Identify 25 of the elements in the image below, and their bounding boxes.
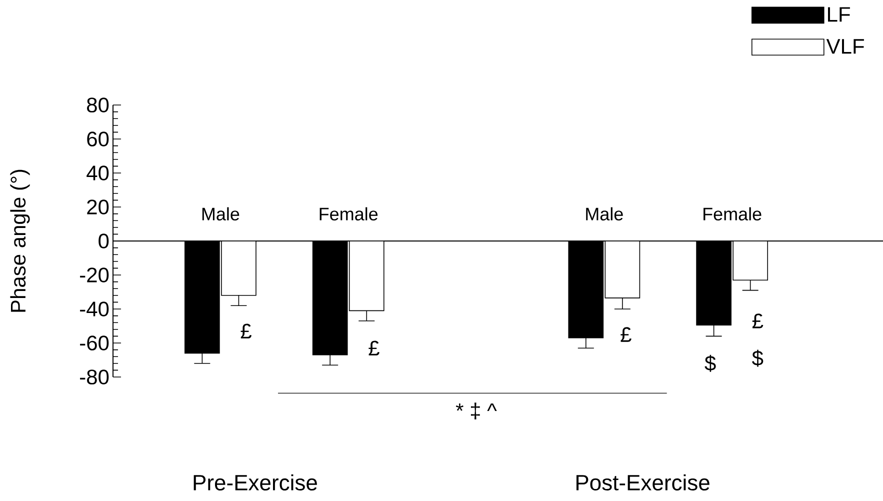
x-tick-label: Female — [704, 207, 762, 220]
x-tick-label: Female — [320, 207, 378, 220]
annotation: $ — [704, 354, 716, 372]
y-tick-label: 80 — [87, 98, 109, 112]
y-tick-label: -80 — [80, 370, 109, 384]
y-tick-label: 40 — [86, 166, 109, 180]
y-tick-label: -20 — [80, 268, 109, 282]
annotation: £ — [620, 327, 632, 342]
text: Pre-Exercise — [194, 474, 317, 490]
y-tick-label: -40 — [80, 302, 109, 316]
x-tick-label: Male — [202, 207, 240, 220]
y-axis-title: Phase angle (°) — [10, 170, 30, 312]
x-tick-label: Male — [586, 207, 623, 220]
annotation: £ — [752, 314, 764, 328]
annotation: $ — [752, 350, 764, 367]
legend-label: LF — [828, 7, 850, 22]
legend-label: VLF — [826, 39, 864, 54]
annotation: £ — [240, 324, 252, 338]
text: * ‡ ^ — [456, 402, 497, 420]
y-tick-label: 20 — [87, 200, 109, 214]
annotation: £ — [368, 340, 380, 356]
y-tick-label: 60 — [87, 132, 109, 146]
y-tick-label: 0 — [98, 234, 109, 248]
y-tick-label: -60 — [80, 336, 109, 350]
text: Post-Exercise — [576, 474, 710, 490]
